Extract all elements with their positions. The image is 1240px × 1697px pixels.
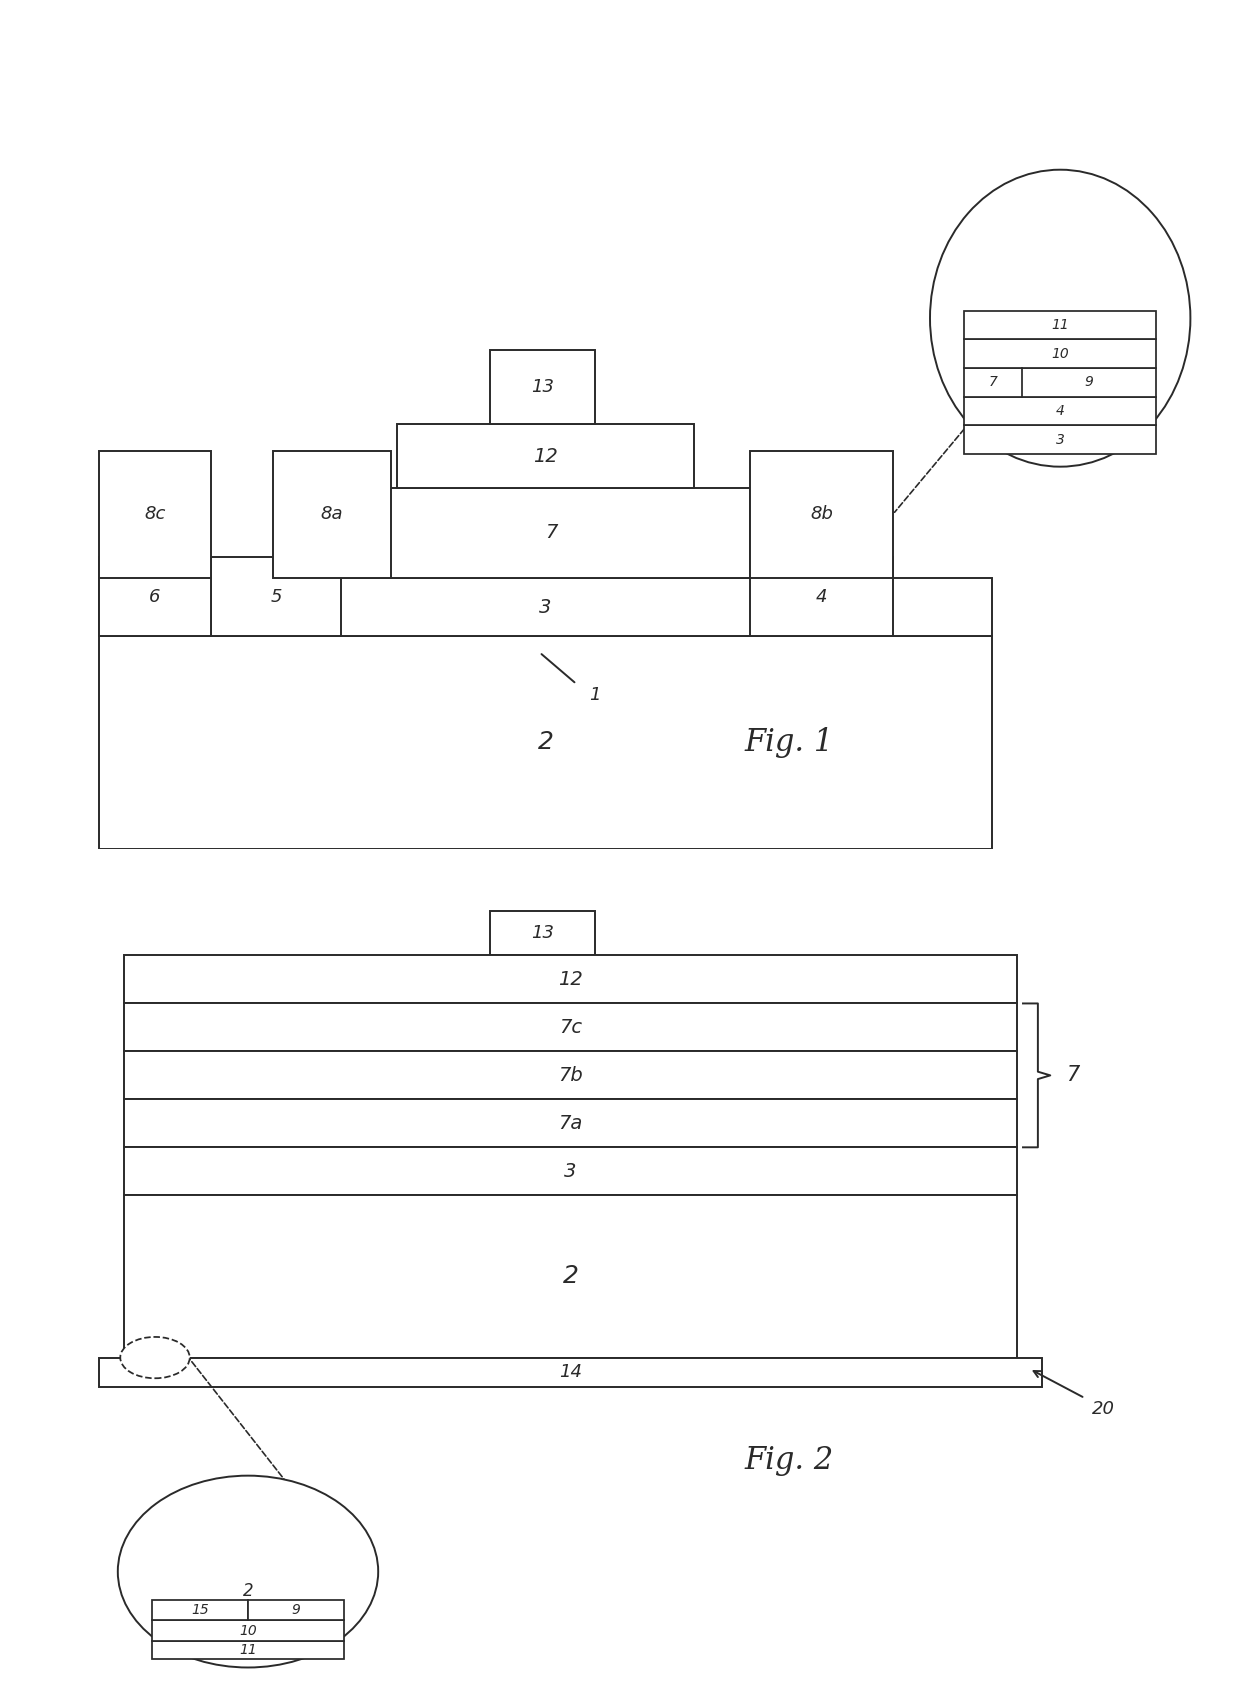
Bar xyxy=(99,636,992,848)
Text: 7: 7 xyxy=(988,375,997,389)
Text: Fig. 1: Fig. 1 xyxy=(744,726,833,759)
Bar xyxy=(124,1003,1017,1052)
Text: 2: 2 xyxy=(563,1264,578,1288)
Ellipse shape xyxy=(930,170,1190,467)
Text: 14: 14 xyxy=(559,1363,582,1381)
Text: 3: 3 xyxy=(1055,433,1065,446)
Text: 8c: 8c xyxy=(144,506,166,523)
Bar xyxy=(397,424,694,489)
Text: 5: 5 xyxy=(270,587,281,606)
Bar xyxy=(273,451,391,579)
Text: 15: 15 xyxy=(191,1604,208,1617)
Bar xyxy=(965,339,1157,368)
Bar xyxy=(99,557,211,636)
Text: 8b: 8b xyxy=(810,506,833,523)
Bar xyxy=(965,426,1157,453)
Bar xyxy=(99,579,992,636)
Text: 7c: 7c xyxy=(559,1018,582,1037)
Text: 6: 6 xyxy=(149,587,161,606)
Bar xyxy=(151,1600,248,1621)
Bar xyxy=(490,350,595,424)
Text: 3: 3 xyxy=(564,1162,577,1181)
Text: 12: 12 xyxy=(533,446,558,465)
Bar xyxy=(965,368,1157,397)
Bar xyxy=(211,557,341,636)
Bar xyxy=(248,1600,345,1621)
Text: 20: 20 xyxy=(1092,1400,1115,1419)
Text: 2: 2 xyxy=(538,730,553,755)
Text: 7: 7 xyxy=(1066,1066,1079,1086)
Text: 11: 11 xyxy=(239,1643,257,1656)
Bar xyxy=(965,311,1157,339)
Text: 7a: 7a xyxy=(558,1113,583,1134)
Text: 7b: 7b xyxy=(558,1066,583,1084)
Text: 3: 3 xyxy=(539,597,552,616)
Text: 10: 10 xyxy=(239,1624,257,1638)
Circle shape xyxy=(120,1337,190,1378)
Bar xyxy=(124,1195,1017,1358)
Bar xyxy=(151,1641,345,1658)
Bar xyxy=(750,451,893,579)
Text: 9: 9 xyxy=(291,1604,300,1617)
Ellipse shape xyxy=(118,1476,378,1668)
Text: Fig. 2: Fig. 2 xyxy=(744,1446,833,1476)
Bar xyxy=(124,1100,1017,1147)
Bar xyxy=(124,1052,1017,1100)
Text: 7: 7 xyxy=(546,523,558,543)
Bar xyxy=(124,1147,1017,1195)
Text: 9: 9 xyxy=(1085,375,1094,389)
Bar xyxy=(99,1358,1042,1386)
Text: 10: 10 xyxy=(1052,346,1069,361)
Bar xyxy=(750,557,893,636)
Text: 1: 1 xyxy=(589,686,601,704)
Bar xyxy=(99,451,211,579)
Bar xyxy=(965,397,1157,426)
Text: 4: 4 xyxy=(816,587,827,606)
Text: 8a: 8a xyxy=(320,506,343,523)
Text: 12: 12 xyxy=(558,971,583,989)
Text: 2: 2 xyxy=(243,1583,253,1600)
Bar xyxy=(124,955,1017,1003)
Text: 13: 13 xyxy=(531,925,554,942)
Text: 13: 13 xyxy=(531,378,554,395)
Bar xyxy=(353,489,750,579)
Bar xyxy=(151,1621,345,1641)
Text: 11: 11 xyxy=(1052,317,1069,333)
Text: 4: 4 xyxy=(1055,404,1065,417)
Bar xyxy=(490,911,595,955)
